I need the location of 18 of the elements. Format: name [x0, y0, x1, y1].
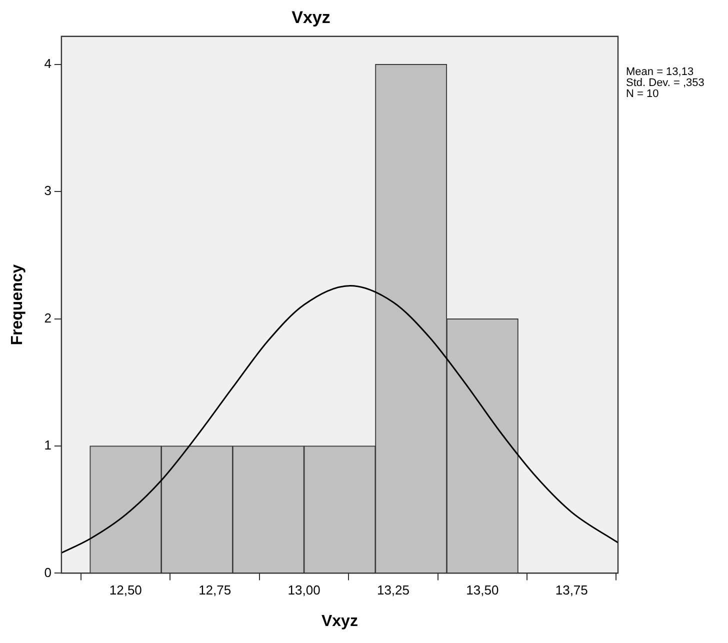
y-tick-label: 1 [44, 438, 52, 453]
y-tick-label: 4 [44, 56, 52, 71]
text: Mean = 13,13 [626, 66, 694, 78]
y-axis-title: Frequency [9, 264, 26, 346]
x-tick-label: 13,75 [555, 582, 588, 598]
x-tick-label: 12,75 [198, 582, 232, 598]
x-axis-title: Vxyz [321, 612, 358, 630]
text: Std. Dev. = ,353 [626, 76, 704, 89]
y-tick-label: 2 [44, 310, 52, 326]
line-series [61, 284, 618, 554]
text: N = 10 [626, 88, 659, 100]
x-tick-label: 13,50 [466, 582, 499, 598]
x-tick-label: 13,25 [376, 582, 410, 598]
x-tick-label: 12,50 [109, 582, 142, 598]
y-tick-label: 3 [44, 183, 52, 198]
x-tick-label: 13,00 [288, 582, 320, 598]
chart-title: Vxyz [292, 8, 330, 27]
y-tick-label: 0 [44, 564, 52, 580]
